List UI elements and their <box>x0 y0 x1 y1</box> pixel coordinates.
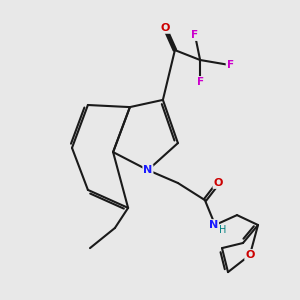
Text: N: N <box>209 220 218 230</box>
Text: O: O <box>245 250 255 260</box>
Text: O: O <box>160 23 170 33</box>
Text: O: O <box>213 178 223 188</box>
Text: F: F <box>196 77 204 87</box>
Text: H: H <box>219 225 226 236</box>
Text: N: N <box>143 165 152 175</box>
Text: F: F <box>191 30 199 40</box>
Text: F: F <box>226 60 234 70</box>
